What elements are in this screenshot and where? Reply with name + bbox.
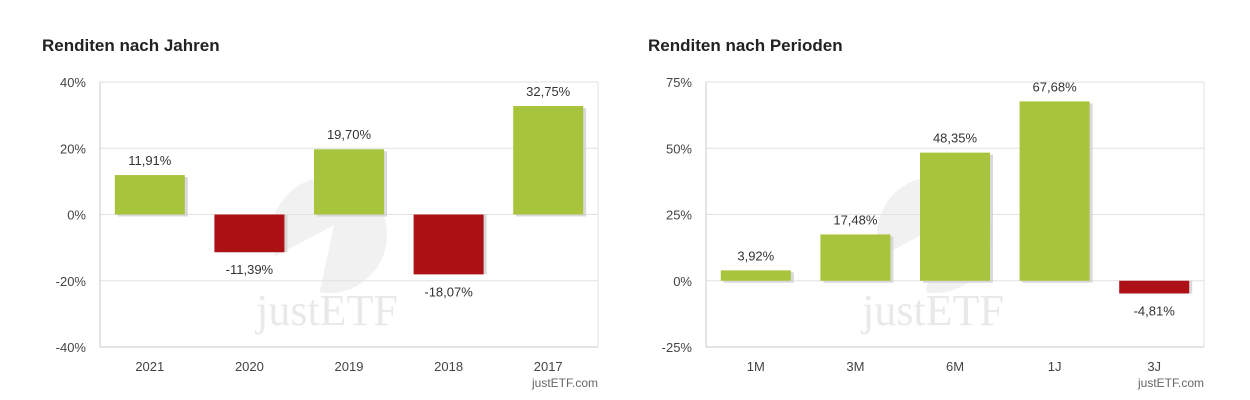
x-tick-label: 1M bbox=[747, 359, 765, 374]
bar bbox=[214, 214, 285, 253]
watermark-text: justETF bbox=[860, 286, 1004, 335]
x-tick-label: 6M bbox=[946, 359, 964, 374]
bar bbox=[920, 152, 990, 281]
credit-link[interactable]: justETF.com bbox=[1137, 376, 1204, 390]
bar-value-label: -18,07% bbox=[424, 284, 473, 299]
y-tick-label: 40% bbox=[60, 75, 86, 90]
returns-by-period-chart: justETF 75% 50% 25% 0% -25% 3,92% 1M 17,48% 3M 48,… bbox=[662, 75, 1205, 374]
bar-value-label: 32,75% bbox=[526, 84, 571, 99]
y-tick-label: 0% bbox=[673, 274, 692, 289]
bar-value-label: 3,92% bbox=[737, 248, 774, 263]
bar-value-label: 48,35% bbox=[933, 131, 978, 146]
y-tick-label: -20% bbox=[56, 274, 87, 289]
x-tick-label: 2021 bbox=[135, 359, 164, 374]
x-tick-label: 2017 bbox=[534, 359, 563, 374]
bar bbox=[720, 270, 791, 281]
y-tick-label: 50% bbox=[666, 141, 692, 156]
y-tick-label: 75% bbox=[666, 75, 692, 90]
y-tick-label: -25% bbox=[662, 340, 693, 355]
chart-panel-years: Renditen nach Jahren justETF 40% 20% 0% -20%… bbox=[30, 0, 630, 400]
bar bbox=[413, 214, 484, 275]
bar-value-label: -4,81% bbox=[1134, 303, 1176, 318]
bar bbox=[1019, 101, 1090, 281]
watermark-wedge bbox=[259, 225, 334, 295]
y-tick-label: 25% bbox=[666, 208, 692, 223]
x-tick-label: 3M bbox=[846, 359, 864, 374]
returns-by-year-chart: justETF 40% 20% 0% -20% -40% 11,91% 2021 -11,39%… bbox=[56, 75, 599, 374]
y-tick-label: 0% bbox=[67, 208, 86, 223]
x-tick-label: 3J bbox=[1147, 359, 1161, 374]
bar-value-label: 67,68% bbox=[1033, 79, 1078, 94]
bar bbox=[114, 175, 185, 215]
x-tick-label: 2019 bbox=[335, 359, 364, 374]
chart-panel-periods: Renditen nach Perioden justETF 75% 50% 25% 0… bbox=[636, 0, 1236, 400]
credit-link[interactable]: justETF.com bbox=[531, 376, 598, 390]
y-tick-label: -40% bbox=[56, 340, 87, 355]
x-tick-label: 1J bbox=[1048, 359, 1062, 374]
chart-title: Renditen nach Perioden bbox=[648, 36, 843, 55]
chart-title: Renditen nach Jahren bbox=[42, 36, 220, 55]
y-tick-label: 20% bbox=[60, 141, 86, 156]
bar bbox=[314, 149, 384, 215]
x-tick-label: 2020 bbox=[235, 359, 264, 374]
bar-value-label: 19,70% bbox=[327, 127, 372, 142]
bar-value-label: -11,39% bbox=[226, 262, 274, 277]
bar bbox=[820, 234, 891, 281]
watermark-text: justETF bbox=[254, 286, 398, 335]
bar-value-label: 17,48% bbox=[833, 212, 878, 227]
x-tick-label: 2018 bbox=[434, 359, 463, 374]
bar bbox=[1119, 280, 1190, 294]
bar-value-label: 11,91% bbox=[128, 153, 172, 168]
bar bbox=[513, 106, 584, 215]
